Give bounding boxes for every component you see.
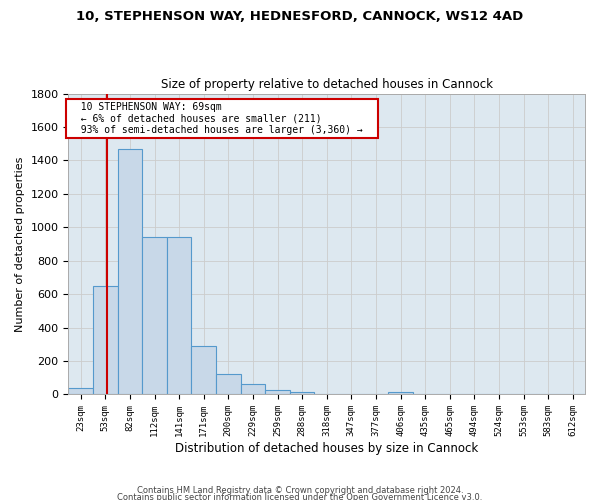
Bar	[388, 392, 413, 394]
Text: Contains HM Land Registry data © Crown copyright and database right 2024.: Contains HM Land Registry data © Crown c…	[137, 486, 463, 495]
Text: 10, STEPHENSON WAY, HEDNESFORD, CANNOCK, WS12 4AD: 10, STEPHENSON WAY, HEDNESFORD, CANNOCK,…	[76, 10, 524, 23]
X-axis label: Distribution of detached houses by size in Cannock: Distribution of detached houses by size …	[175, 442, 478, 455]
Bar	[191, 346, 216, 395]
Y-axis label: Number of detached properties: Number of detached properties	[15, 156, 25, 332]
Text: 10 STEPHENSON WAY: 69sqm
  ← 6% of detached houses are smaller (211)
  93% of se: 10 STEPHENSON WAY: 69sqm ← 6% of detache…	[69, 102, 375, 135]
Bar	[142, 238, 167, 394]
Bar	[118, 148, 142, 394]
Text: Contains public sector information licensed under the Open Government Licence v3: Contains public sector information licen…	[118, 494, 482, 500]
Title: Size of property relative to detached houses in Cannock: Size of property relative to detached ho…	[161, 78, 493, 91]
Bar	[93, 286, 118, 395]
Bar	[167, 238, 191, 394]
Bar	[241, 384, 265, 394]
Bar	[290, 392, 314, 394]
Bar	[265, 390, 290, 394]
Bar	[216, 374, 241, 394]
Bar	[68, 388, 93, 394]
